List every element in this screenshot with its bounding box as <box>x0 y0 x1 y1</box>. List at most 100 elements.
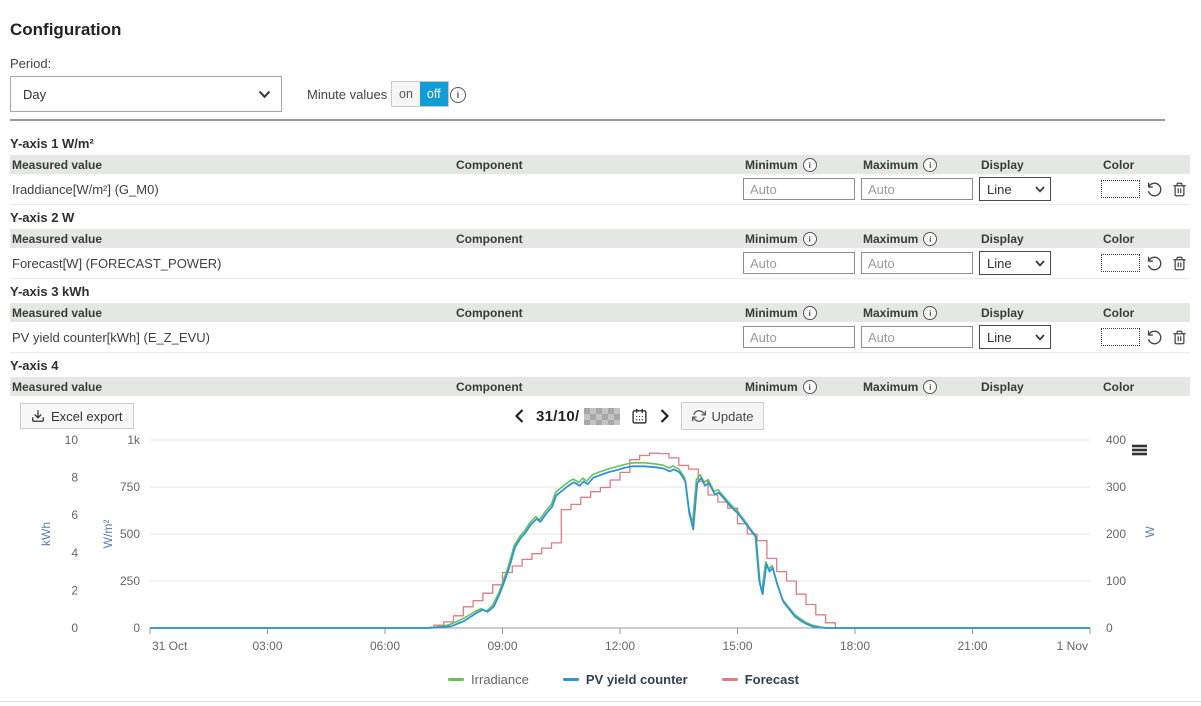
minimum-input[interactable] <box>743 178 855 200</box>
col-component: Component <box>456 305 523 320</box>
col-maximum-label: Maximum <box>863 157 919 172</box>
color-swatch[interactable] <box>1101 328 1140 346</box>
table-header-row: Measured value Component Minimum i Maxim… <box>10 377 1190 396</box>
y-tick-label: 200 <box>1106 527 1126 541</box>
info-icon[interactable]: i <box>923 379 938 394</box>
info-icon[interactable]: i <box>923 231 938 246</box>
legend-item-irradiance[interactable]: Irradiance <box>448 672 529 687</box>
toggle-off-button[interactable]: off <box>419 82 448 106</box>
reset-color-button[interactable] <box>1147 330 1162 345</box>
calendar-button[interactable] <box>631 408 648 425</box>
y-tick-label: 2 <box>71 583 78 597</box>
table-header-row: Measured value Component Minimum i Maxim… <box>10 303 1190 322</box>
color-cell <box>1101 180 1190 198</box>
excel-export-button[interactable]: Excel export <box>20 403 134 429</box>
reset-color-button[interactable] <box>1147 182 1162 197</box>
date-navigation: 31/10/ Update <box>514 401 765 431</box>
col-maximum: Maximum i <box>861 157 979 172</box>
table-header-row: Measured value Component Minimum i Maxim… <box>10 155 1190 174</box>
delete-row-button[interactable] <box>1172 256 1187 271</box>
col-color: Color <box>1103 305 1135 320</box>
chart-menu-icon[interactable] <box>1132 444 1147 456</box>
page-title: Configuration <box>10 20 122 39</box>
col-maximum: Maximum i <box>861 231 979 246</box>
y-tick-label: 750 <box>120 480 140 494</box>
info-icon[interactable]: i <box>802 157 817 172</box>
color-cell <box>1101 254 1190 272</box>
info-icon[interactable]: i <box>802 379 817 394</box>
measured-value: Iraddiance[W/m²] (G_M0) <box>12 181 159 197</box>
col-minimum: Minimum i <box>743 157 861 172</box>
delete-row-icon <box>1173 182 1186 196</box>
col-measured-value: Measured value <box>12 157 103 172</box>
y-tick-label: 0 <box>133 621 140 635</box>
table-header-row: Measured value Component Minimum i Maxim… <box>10 229 1190 248</box>
maximum-input[interactable] <box>861 326 973 348</box>
section-title: Y-axis 2 W <box>10 210 75 225</box>
page-bottom-divider <box>0 701 1201 702</box>
maximum-input[interactable] <box>861 252 973 274</box>
y-tick-label: 300 <box>1106 480 1126 494</box>
yaxis-section: Y-axis 3 kWh Measured value Component Mi… <box>10 284 1190 353</box>
info-icon[interactable]: i <box>923 157 938 172</box>
color-swatch[interactable] <box>1101 180 1140 198</box>
update-button[interactable]: Update <box>680 402 765 430</box>
timeseries-chart: 31 Oct 03:00 06:00 09:00 12:00 15:00 18:00 21:0… <box>39 433 1157 653</box>
measured-value: Forecast[W] (FORECAST_POWER) <box>12 255 222 271</box>
date-value: 31/10/ <box>536 407 580 425</box>
delete-row-icon <box>1173 256 1186 270</box>
minimum-input[interactable] <box>743 326 855 348</box>
col-component: Component <box>456 157 523 172</box>
info-icon[interactable]: i <box>923 305 938 320</box>
maximum-input[interactable] <box>861 178 973 200</box>
info-icon[interactable]: i <box>450 87 466 103</box>
minimum-input[interactable] <box>743 252 855 274</box>
period-select[interactable]: Day <box>10 76 282 112</box>
col-component: Component <box>456 231 523 246</box>
gridlines <box>150 439 1090 629</box>
col-display: Display <box>981 231 1024 246</box>
legend-label: Irradiance <box>471 672 529 687</box>
col-minimum: Minimum i <box>743 305 861 320</box>
info-icon[interactable]: i <box>802 231 817 246</box>
color-swatch[interactable] <box>1101 254 1140 272</box>
legend-item-forecast[interactable]: Forecast <box>721 672 799 687</box>
reset-color-icon <box>1147 330 1162 344</box>
reset-color-button[interactable] <box>1147 256 1162 271</box>
period-label: Period: <box>10 56 52 71</box>
delete-row-button[interactable] <box>1172 330 1187 345</box>
col-minimum-label: Minimum <box>745 231 798 246</box>
y-tick-label: 4 <box>71 546 78 560</box>
excel-export-icon <box>32 410 44 422</box>
y-tick-label: 400 <box>1106 433 1126 447</box>
yaxis-section: Y-axis 2 W Measured value Component Mini… <box>10 210 1190 279</box>
chevron-left-icon <box>514 409 524 423</box>
col-component: Component <box>456 379 523 394</box>
previous-day-button[interactable] <box>514 408 525 424</box>
series-forecast-line <box>150 452 1090 629</box>
section-title: Y-axis 3 kWh <box>10 284 90 299</box>
next-day-button[interactable] <box>659 408 670 424</box>
legend-label: Forecast <box>744 672 799 687</box>
y-tick-label: 0 <box>1106 621 1113 635</box>
toggle-on-button[interactable]: on <box>392 82 420 106</box>
col-minimum: Minimum i <box>743 231 861 246</box>
y-tick-label: 10 <box>65 433 79 447</box>
display-select[interactable]: Line <box>979 177 1051 201</box>
info-icon[interactable]: i <box>802 305 817 320</box>
delete-row-button[interactable] <box>1172 182 1187 197</box>
display-select[interactable]: Line <box>979 251 1051 275</box>
section-divider <box>10 119 1165 121</box>
minute-values-label: Minute values <box>307 87 388 102</box>
display-select[interactable]: Line <box>979 325 1051 349</box>
col-minimum-label: Minimum <box>745 379 798 394</box>
legend-item-pv-yield-counter[interactable]: PV yield counter <box>562 672 688 687</box>
col-maximum-label: Maximum <box>863 305 919 320</box>
x-tick-label: 03:00 <box>252 639 282 653</box>
refresh-icon <box>691 410 706 422</box>
y-tick-label: 250 <box>120 574 140 588</box>
yaxis-config-table: Y-axis 1 W/m² Measured value Component M… <box>10 131 1190 396</box>
x-tick-label: 12:00 <box>605 639 635 653</box>
col-measured-value: Measured value <box>12 305 103 320</box>
